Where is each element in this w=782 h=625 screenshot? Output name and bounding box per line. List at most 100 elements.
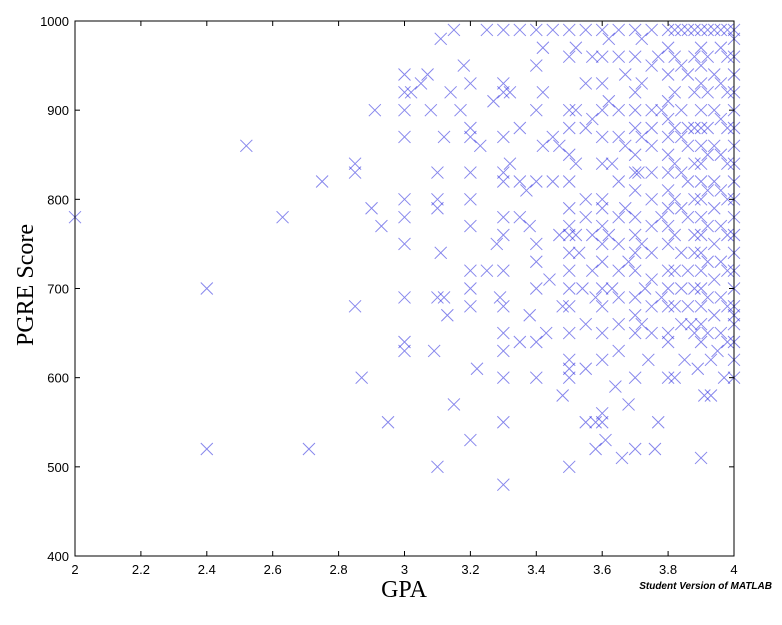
data-point-marker [496,210,510,224]
data-point-marker [546,130,560,144]
data-point-marker [464,282,477,295]
data-point-marker [681,210,695,224]
data-point-marker [595,157,609,171]
data-point-marker [595,130,609,144]
axis-ticks: 2 2.2 2.4 2.6 2.8 3 3.2 3.4 3.6 3.8 4 400 500 600 700 8… [40,14,738,577]
data-point-marker [681,299,695,313]
data-point-marker [496,175,510,188]
data-point-marker [513,175,527,188]
data-point-marker [543,273,556,286]
data-point-marker [628,291,642,304]
data-point-marker [674,103,688,117]
data-point-marker [602,228,616,242]
data-point-marker [576,282,589,295]
data-point-marker [464,219,477,233]
data-point-marker [707,23,721,37]
data-point-marker [444,85,457,99]
data-point-marker [694,246,708,260]
x-tick-label: 2.8 [330,562,348,577]
data-point-marker [496,77,510,90]
data-point-marker [704,353,718,367]
data-point-marker [674,130,688,144]
data-point-marker [661,237,675,251]
data-point-marker [645,103,658,117]
data-point-marker [612,317,626,331]
data-point-marker [688,228,701,242]
data-point-marker [628,371,642,385]
data-point-marker [464,130,477,144]
data-point-marker [714,77,728,90]
data-point-marker [655,210,668,224]
data-point-marker [464,166,477,179]
data-point-marker [437,130,451,144]
data-point-marker [701,184,714,197]
data-point-marker [464,433,477,447]
data-point-marker [707,175,721,188]
data-point-marker [681,121,695,135]
data-point-marker [579,210,593,224]
data-point-marker [645,23,658,37]
data-point-marker [536,85,550,99]
data-point-marker [688,85,701,99]
data-point-marker [681,68,695,81]
data-point-marker [496,415,510,429]
data-point-marker [569,41,583,55]
data-point-marker [694,139,708,153]
data-point-marker [556,389,570,402]
y-tick-label: 400 [47,549,69,564]
data-point-marker [421,68,434,81]
data-point-marker [721,23,734,37]
data-point-marker [651,415,665,429]
data-point-marker [701,255,714,269]
data-point-marker [707,139,721,153]
data-point-marker [487,94,500,108]
data-point-marker [480,23,494,37]
data-point-marker [496,478,510,492]
data-point-marker [721,121,734,135]
data-point-marker [431,291,444,304]
y-tick-label: 700 [47,282,69,297]
data-point-marker [562,460,576,474]
data-point-marker [694,59,708,72]
data-point-marker [480,264,494,278]
data-point-marker [694,335,708,349]
data-point-marker [529,255,543,269]
data-point-marker [721,85,734,99]
data-point-marker [431,166,444,179]
data-point-marker [668,23,682,37]
data-point-marker [427,344,441,358]
data-point-marker [470,362,484,376]
data-point-marker [585,112,599,126]
data-point-marker [661,41,675,55]
data-point-marker [562,148,576,162]
data-point-marker [348,157,362,171]
data-point-marker [688,326,701,340]
data-point-marker [612,210,626,224]
data-point-marker [661,219,675,233]
data-point-marker [674,59,688,72]
data-point-marker [628,121,642,135]
data-point-marker [681,139,695,153]
data-point-marker [493,291,507,304]
data-point-marker [434,32,448,46]
data-point-marker [694,228,708,242]
data-point-marker [628,166,642,179]
data-point-marker [668,157,682,171]
data-point-marker [707,103,721,117]
data-point-marker [628,148,642,162]
data-point-marker [553,139,566,153]
data-point-marker [661,130,675,144]
data-point-marker [605,157,619,171]
data-point-marker [674,317,688,331]
data-point-marker [315,175,329,188]
data-point-marker [717,371,731,385]
data-point-marker [579,415,593,429]
data-point-marker [701,50,714,64]
matlab-watermark: Student Version of MATLAB [639,581,772,592]
y-tick-label: 1000 [40,14,69,29]
data-point-marker [595,77,609,90]
data-point-marker [694,157,708,171]
x-tick-label: 2.2 [132,562,150,577]
data-point-marker [668,50,682,64]
data-point-marker [681,264,695,278]
